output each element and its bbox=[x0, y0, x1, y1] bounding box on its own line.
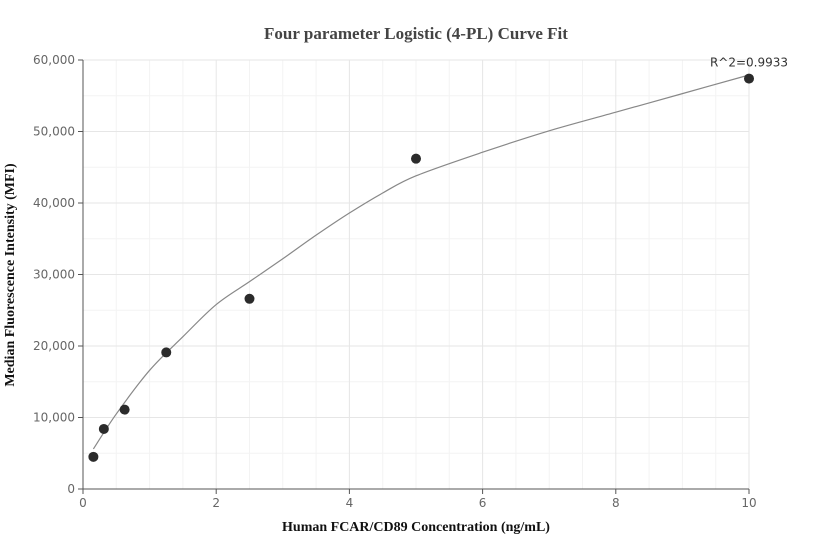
x-tick-label: 2 bbox=[212, 496, 220, 510]
data-point bbox=[88, 451, 99, 462]
y-tick-label: 30,000 bbox=[33, 268, 75, 282]
ticks: 0 2 4 6 8 10 0 10,000 20,000 30,000 40,000 50,000 60… bbox=[33, 53, 757, 510]
x-tick-label: 6 bbox=[479, 496, 487, 510]
y-tick-label: 40,000 bbox=[33, 196, 75, 210]
x-axis-label: Human FCAR/CD89 Concentration (ng/mL) bbox=[282, 520, 550, 535]
r-squared-annotation: R^2=0.9933 bbox=[710, 56, 788, 70]
grid bbox=[83, 59, 750, 489]
x-tick-label: 4 bbox=[346, 496, 354, 510]
x-tick-label: 8 bbox=[612, 496, 620, 510]
x-tick-label: 0 bbox=[79, 496, 87, 510]
data-points bbox=[88, 73, 754, 462]
data-point bbox=[744, 73, 754, 84]
data-point bbox=[411, 153, 421, 164]
y-tick-label: 60,000 bbox=[33, 53, 75, 67]
data-point bbox=[244, 293, 255, 304]
data-point bbox=[98, 423, 109, 434]
y-tick-label: 0 bbox=[67, 482, 75, 496]
y-axis-label: Median Fluorescence Intensity (MFI) bbox=[3, 163, 18, 387]
y-tick-label: 50,000 bbox=[33, 125, 75, 139]
data-point bbox=[119, 404, 130, 415]
y-tick-label: 10,000 bbox=[33, 411, 75, 425]
y-tick-label: 20,000 bbox=[33, 339, 75, 353]
chart-title: Four parameter Logistic (4-PL) Curve Fit bbox=[264, 24, 568, 43]
x-tick-label: 10 bbox=[741, 496, 756, 510]
data-point bbox=[161, 347, 172, 358]
